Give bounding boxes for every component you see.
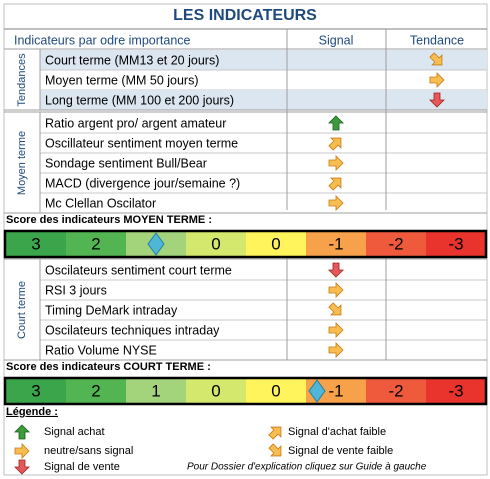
- scale-label: -3: [448, 381, 463, 400]
- legend-item: neutre/sans signal: [44, 445, 133, 457]
- header-cell: Indicateurs par odre importance: [14, 33, 191, 47]
- row-label: Ratio Volume NYSE: [45, 343, 157, 357]
- row-label: Oscilateurs techniques intraday: [45, 323, 220, 337]
- scale-label: 0: [211, 234, 220, 253]
- scale-cell: [186, 231, 246, 257]
- scale-label: 0: [271, 234, 280, 253]
- row-label: Long terme (MM 100 et 200 jours): [45, 93, 234, 107]
- scale-label: -1: [328, 234, 343, 253]
- row-label: Oscillateur sentiment moyen terme: [45, 136, 238, 150]
- scale-cell: [186, 378, 246, 404]
- scale-border: [3, 376, 488, 406]
- group-label: Court terme: [16, 281, 28, 339]
- legend-item: Signal achat: [44, 426, 105, 438]
- legend-item: Signal d'achat faible: [288, 426, 386, 438]
- scale-label: 1: [151, 381, 160, 400]
- scale-label: 2: [91, 234, 100, 253]
- scale-label: 0: [211, 381, 220, 400]
- scale-label: 0: [271, 381, 280, 400]
- legend-title: Légende :: [6, 406, 58, 418]
- scale-cell: [246, 231, 306, 257]
- row-label: Moyen terme (MM 50 jours): [45, 73, 199, 87]
- row-label: Court terme (MM13 et 20 jours): [45, 53, 219, 67]
- row-label: Ratio argent pro/ argent amateur: [45, 116, 226, 130]
- scale-label: -2: [388, 381, 403, 400]
- scale-label: 2: [91, 381, 100, 400]
- note: Pour Dossier d'explication cliquez sur G…: [187, 462, 427, 473]
- row-label: Timing DeMark intraday: [45, 303, 178, 317]
- group-label: Moyen terme: [16, 131, 28, 195]
- score-title: Score des indicateurs MOYEN TERME :: [6, 214, 212, 226]
- legend-item: Signal de vente faible: [288, 445, 393, 457]
- row-label: Oscilateurs sentiment court terme: [45, 263, 232, 277]
- scale-cell: [6, 378, 66, 404]
- scale-cell: [66, 378, 126, 404]
- scale-border: [3, 229, 488, 259]
- scale-label: -3: [448, 234, 463, 253]
- scale-label: 3: [31, 234, 40, 253]
- row-shade: [40, 90, 487, 110]
- scale-cell: [6, 231, 66, 257]
- scale-cell: [66, 231, 126, 257]
- scale-label: -1: [328, 381, 343, 400]
- score-title: Score des indicateurs COURT TERME :: [6, 361, 211, 373]
- scale-cell: [426, 231, 486, 257]
- marker: [308, 379, 326, 403]
- group-label: Tendances: [16, 53, 28, 107]
- row-label: Mc Clellan Oscilator: [45, 196, 156, 210]
- row-label: RSI 3 jours: [45, 283, 107, 297]
- header-cell: Signal: [319, 33, 354, 47]
- scale-cell: [246, 378, 306, 404]
- marker: [147, 232, 165, 256]
- title: LES INDICATEURS: [173, 7, 317, 24]
- header-cell: Tendance: [410, 33, 464, 47]
- row-label: MACD (divergence jour/semaine ?): [45, 176, 240, 190]
- scale-cell: [426, 378, 486, 404]
- scale-cell: [366, 231, 426, 257]
- scale-label: 3: [31, 381, 40, 400]
- scale-label: -2: [388, 234, 403, 253]
- row-shade: [40, 50, 487, 70]
- row-label: Sondage sentiment Bull/Bear: [45, 156, 207, 170]
- scale-cell: [366, 378, 426, 404]
- scale-cell: [126, 378, 186, 404]
- legend-item: Signal de vente: [44, 461, 120, 473]
- scale-cell: [306, 231, 366, 257]
